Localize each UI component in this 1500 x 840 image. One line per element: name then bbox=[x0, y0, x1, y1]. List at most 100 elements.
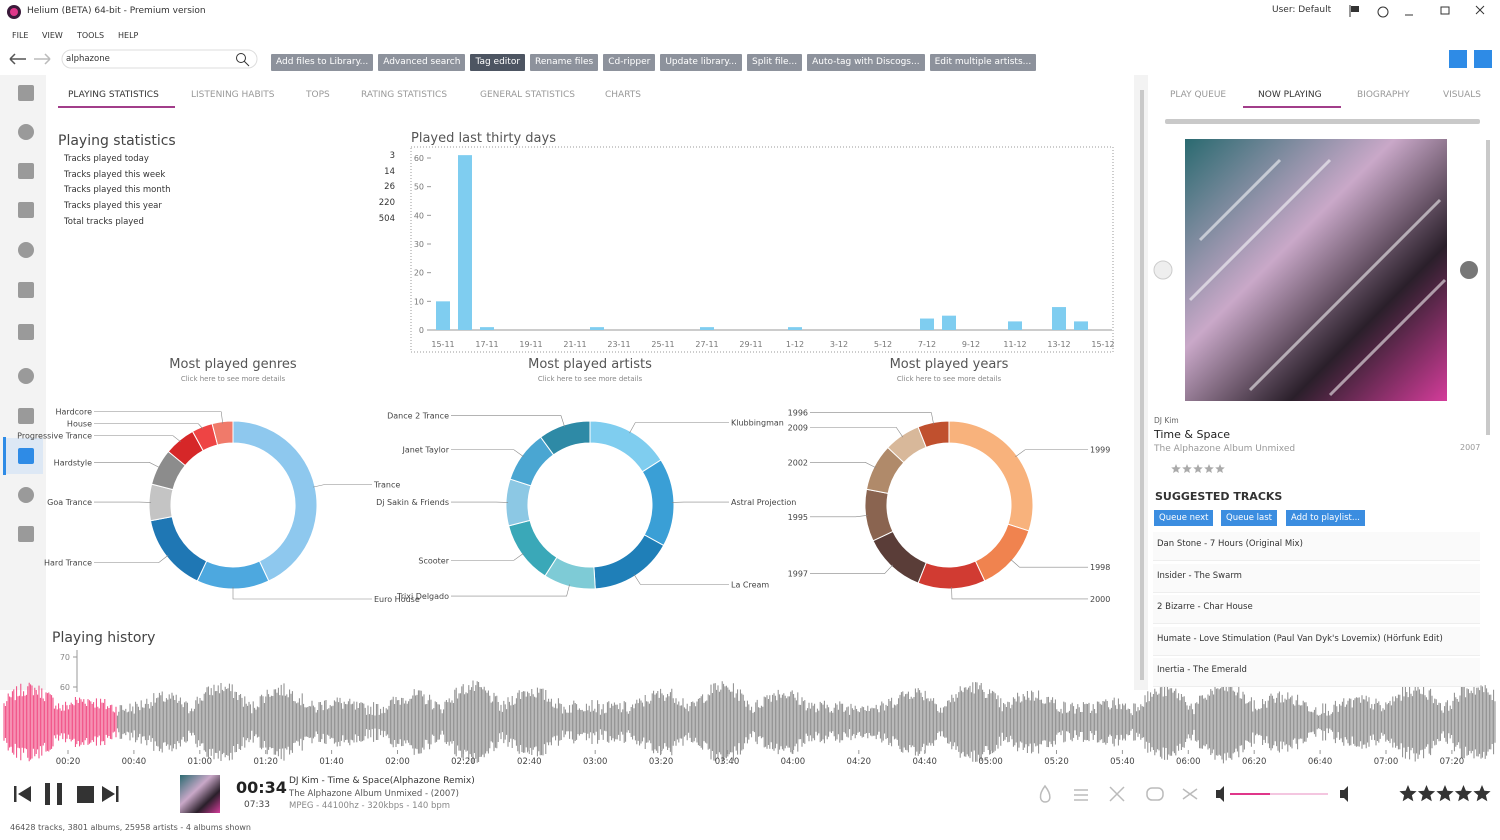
track-row[interactable]: Insider - The Swarm bbox=[1153, 563, 1480, 593]
suggest-button[interactable]: Add to playlist... bbox=[1286, 510, 1365, 527]
tab[interactable]: PLAYING STATISTICS bbox=[68, 90, 159, 100]
chart-subtitle[interactable]: Click here to see more details bbox=[181, 375, 286, 383]
next-art[interactable] bbox=[1460, 261, 1478, 279]
sidebar-icon[interactable] bbox=[18, 324, 34, 340]
y-tick-label: 10 bbox=[414, 297, 424, 306]
sidebar-icon[interactable] bbox=[18, 85, 34, 101]
y-tick-label: 40 bbox=[414, 211, 424, 220]
menu-item[interactable]: HELP bbox=[118, 31, 139, 40]
pie-slice[interactable] bbox=[211, 420, 234, 446]
x-tick-label: 17-11 bbox=[475, 340, 498, 349]
waveform[interactable] bbox=[116, 680, 1496, 764]
volume-icon[interactable] bbox=[1216, 786, 1224, 802]
tab[interactable]: GENERAL STATISTICS bbox=[480, 90, 575, 100]
menu-item[interactable]: TOOLS bbox=[77, 31, 105, 40]
x-tick-label: 15-11 bbox=[431, 340, 454, 349]
sidebar-icon[interactable] bbox=[18, 282, 34, 298]
sidebar-icon[interactable] bbox=[18, 368, 34, 384]
tab[interactable]: CHARTS bbox=[605, 90, 642, 100]
time-label: 02:00 bbox=[385, 757, 410, 767]
slice-label: 1997 bbox=[788, 570, 808, 579]
track-row[interactable]: 2 Bizarre - Char House bbox=[1153, 595, 1480, 624]
track-text[interactable]: 2 Bizarre - Char House bbox=[1157, 602, 1253, 612]
right-tab[interactable]: PLAY QUEUE bbox=[1170, 90, 1227, 100]
toolbar-button[interactable]: Split file... bbox=[747, 54, 803, 71]
star[interactable] bbox=[1473, 785, 1491, 802]
toolbar-button[interactable]: Tag editor bbox=[470, 54, 526, 71]
toolbar-button[interactable]: Add files to Library... bbox=[271, 54, 374, 71]
transport[interactable] bbox=[14, 783, 119, 805]
menu-item[interactable]: FILE bbox=[12, 31, 29, 40]
suggest-button[interactable]: Queue next bbox=[1154, 510, 1214, 527]
slice-label: Dj Sakin & Friends bbox=[376, 498, 449, 507]
sidebar-icon[interactable] bbox=[18, 242, 34, 258]
right-tab[interactable]: NOW PLAYING bbox=[1258, 90, 1322, 100]
chart-subtitle[interactable]: Click here to see more details bbox=[538, 375, 643, 383]
track-row[interactable]: Inertia - The Emerald bbox=[1153, 658, 1480, 687]
tab[interactable]: LISTENING HABITS bbox=[191, 90, 275, 100]
track-text[interactable]: Humate - Love Stimulation (Paul Van Dyk'… bbox=[1157, 633, 1443, 644]
tab[interactable]: RATING STATISTICS bbox=[361, 90, 448, 100]
prev-art[interactable] bbox=[1153, 260, 1173, 280]
star[interactable] bbox=[1204, 464, 1214, 473]
star[interactable] bbox=[1417, 785, 1436, 802]
volume-max[interactable] bbox=[1340, 786, 1348, 802]
leader-line bbox=[951, 586, 1088, 600]
star[interactable] bbox=[1436, 785, 1454, 802]
y-tick-label: 20 bbox=[414, 269, 424, 278]
sidebar-icon[interactable] bbox=[18, 448, 34, 464]
menu-item[interactable]: VIEW bbox=[42, 31, 63, 40]
pie-slice[interactable] bbox=[539, 420, 591, 456]
toolbar-button[interactable]: Auto-tag with Discogs... bbox=[807, 54, 925, 71]
toolbar-button[interactable]: Edit multiple artists... bbox=[929, 54, 1037, 71]
pie-slice[interactable] bbox=[148, 483, 174, 522]
artist[interactable]: DJ Kim bbox=[1154, 416, 1179, 425]
star[interactable] bbox=[1399, 785, 1417, 802]
flag-icon[interactable] bbox=[1351, 6, 1359, 12]
right-tab[interactable]: BIOGRAPHY bbox=[1357, 90, 1410, 100]
tab[interactable]: TOPS bbox=[306, 90, 330, 100]
sidebar-icon[interactable] bbox=[18, 124, 34, 140]
suggest-button[interactable]: Queue last bbox=[1221, 510, 1277, 527]
sidebar-icon[interactable] bbox=[18, 202, 34, 218]
right-tab[interactable]: VISUALS bbox=[1443, 90, 1481, 100]
waveform-played[interactable] bbox=[3, 682, 117, 762]
search-text[interactable]: alphazone bbox=[66, 54, 110, 64]
leader-line bbox=[451, 584, 570, 597]
x-tick-label: 13-12 bbox=[1047, 340, 1070, 349]
user-label[interactable]: User: Default bbox=[1272, 5, 1332, 15]
window-controls[interactable] bbox=[9, 5, 1485, 67]
star[interactable] bbox=[1215, 464, 1225, 473]
sidebar-icon[interactable] bbox=[18, 163, 34, 179]
toolbar-button[interactable]: Rename files bbox=[530, 54, 599, 71]
scrollbar bbox=[1486, 140, 1490, 435]
track-row[interactable]: Humate - Love Stimulation (Paul Van Dyk'… bbox=[1153, 626, 1480, 656]
star[interactable] bbox=[1193, 464, 1203, 473]
stat-label: Tracks played this year bbox=[64, 201, 162, 212]
layout-toggle[interactable] bbox=[1474, 50, 1492, 68]
toolbar-button[interactable]: Update library... bbox=[660, 54, 743, 71]
star[interactable] bbox=[1182, 464, 1192, 473]
layout-toggle[interactable] bbox=[1449, 50, 1467, 68]
sidebar-icon[interactable] bbox=[18, 526, 34, 542]
search-box[interactable] bbox=[61, 49, 258, 69]
star[interactable] bbox=[1171, 464, 1181, 473]
toolbar-button[interactable]: Cd-ripper bbox=[603, 54, 656, 71]
star[interactable] bbox=[1454, 785, 1473, 802]
pie-slice[interactable] bbox=[917, 420, 950, 449]
album[interactable]: The Alphazone Album Unmixed bbox=[1154, 444, 1296, 454]
track-text[interactable]: Insider - The Swarm bbox=[1157, 570, 1242, 581]
leader-line bbox=[633, 574, 729, 585]
pie-slice[interactable] bbox=[505, 478, 532, 527]
slice-label: Hardstyle bbox=[54, 458, 92, 467]
sidebar-icon[interactable] bbox=[18, 408, 34, 424]
toolbar: Add files to Library... Advanced search Ta… bbox=[271, 49, 1041, 71]
toolbar-button[interactable]: Advanced search bbox=[378, 54, 466, 71]
track-text[interactable]: Dan Stone - 7 Hours (Original Mix) bbox=[1157, 539, 1303, 549]
sidebar-icon[interactable] bbox=[18, 487, 34, 503]
playback-options[interactable] bbox=[1039, 784, 1198, 803]
rating[interactable] bbox=[1171, 464, 1491, 802]
chart-subtitle[interactable]: Click here to see more details bbox=[897, 375, 1002, 383]
track-text[interactable]: Inertia - The Emerald bbox=[1157, 665, 1247, 675]
track-row[interactable]: Dan Stone - 7 Hours (Original Mix) bbox=[1153, 532, 1480, 561]
